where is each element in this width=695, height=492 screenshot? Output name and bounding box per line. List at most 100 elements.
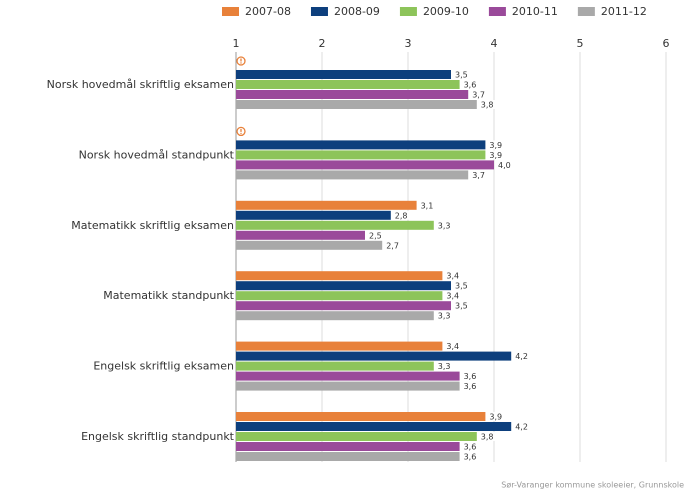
value-label-bg	[496, 160, 513, 170]
value-label-bg	[435, 220, 453, 230]
bar	[236, 100, 477, 109]
category-label: Norsk hovedmål standpunkt	[79, 148, 235, 161]
value-label-bg	[470, 170, 487, 180]
value-label: 3,4	[446, 272, 459, 281]
value-label-bg	[435, 311, 453, 321]
value-label-bg	[453, 281, 470, 291]
bar	[236, 412, 486, 421]
value-label-bg	[470, 90, 487, 99]
value-label: 4,0	[498, 161, 511, 170]
bar	[236, 281, 451, 291]
value-label: 3,4	[446, 292, 459, 301]
bar	[236, 230, 365, 240]
legend-label: 2009-10	[423, 5, 469, 18]
bar	[236, 200, 417, 210]
legend-swatch	[222, 7, 239, 16]
legend-swatch	[399, 7, 417, 16]
value-label-bg	[461, 80, 479, 89]
value-label-bg	[444, 291, 462, 301]
value-label-bg	[384, 240, 401, 250]
category-label: Engelsk skriftlig standpunkt	[81, 430, 235, 443]
bar	[236, 422, 512, 431]
bar	[236, 160, 494, 170]
legend-swatch	[310, 7, 328, 16]
legend-label: 2008-09	[334, 5, 380, 18]
bar	[236, 341, 443, 351]
value-label-bg	[487, 412, 505, 421]
value-label: 2,7	[386, 241, 399, 250]
legend-label: 2011-12	[601, 5, 647, 18]
value-label: 3,3	[438, 362, 451, 371]
bar	[236, 80, 460, 89]
value-label-bg	[435, 361, 453, 371]
value-label: 3,7	[472, 91, 485, 100]
bar	[236, 210, 391, 220]
category-label: Matematikk skriftlig eksamen	[71, 219, 234, 232]
value-label-bg	[478, 100, 496, 109]
value-label: 4,2	[515, 423, 528, 432]
legend-label: 2010-11	[512, 5, 558, 18]
value-label: 3,6	[464, 81, 477, 90]
bar	[236, 271, 443, 281]
value-label-bg	[513, 422, 530, 431]
value-label-bg	[444, 341, 462, 351]
value-label-bg	[392, 210, 410, 220]
x-tick-label: 2	[319, 37, 326, 50]
value-label-bg	[367, 230, 384, 240]
bar	[236, 311, 434, 321]
value-label: 2,5	[369, 231, 382, 240]
bar	[236, 140, 486, 150]
value-label-bg	[461, 452, 479, 461]
bar	[236, 351, 512, 361]
bar	[236, 301, 451, 311]
value-label-bg	[418, 200, 436, 210]
bar	[236, 70, 451, 79]
value-label: 3,9	[489, 151, 502, 160]
x-tick-label: 3	[405, 37, 412, 50]
warning-icon-dot	[240, 62, 242, 64]
value-label: 2,8	[395, 211, 408, 220]
bar	[236, 150, 486, 160]
value-label: 3,6	[464, 453, 477, 462]
source: Sør-Varanger kommune skoleeier, Grunnsko…	[501, 481, 684, 490]
x-tick-label: 4	[491, 37, 498, 50]
bar	[236, 381, 460, 391]
value-label: 3,8	[481, 101, 494, 110]
value-label: 3,5	[455, 282, 468, 291]
category-label: Engelsk skriftlig eksamen	[93, 360, 234, 373]
value-label: 3,6	[464, 372, 477, 381]
category-label: Norsk hovedmål skriftlig eksamen	[47, 78, 234, 91]
value-label-bg	[453, 301, 470, 311]
value-label: 3,8	[481, 433, 494, 442]
value-label: 3,3	[438, 312, 451, 321]
value-label-bg	[513, 351, 530, 361]
value-label: 3,6	[464, 382, 477, 391]
value-label-bg	[461, 381, 479, 391]
legend-swatch	[488, 7, 506, 16]
category-label: Matematikk standpunkt	[103, 289, 234, 302]
bar	[236, 371, 460, 381]
value-label: 4,2	[515, 352, 528, 361]
value-label: 3,5	[455, 302, 468, 311]
value-label-bg	[453, 70, 470, 79]
bar	[236, 432, 477, 441]
value-label: 3,3	[438, 221, 451, 230]
value-label-bg	[461, 371, 479, 381]
warning-icon-dot	[240, 132, 242, 135]
value-label-bg	[444, 271, 462, 281]
bar	[236, 220, 434, 230]
bar	[236, 361, 434, 371]
value-label: 3,1	[421, 201, 434, 210]
x-tick-label: 1	[233, 37, 240, 50]
bar	[236, 170, 469, 180]
x-tick-label: 6	[663, 37, 670, 50]
value-label-bg	[478, 432, 496, 441]
legend-label: 2007-08	[245, 5, 291, 18]
value-label: 3,9	[489, 141, 502, 150]
legend-swatch	[577, 7, 595, 16]
bar	[236, 452, 460, 461]
bar	[236, 291, 443, 301]
value-label-bg	[461, 442, 479, 451]
bar	[236, 240, 383, 250]
